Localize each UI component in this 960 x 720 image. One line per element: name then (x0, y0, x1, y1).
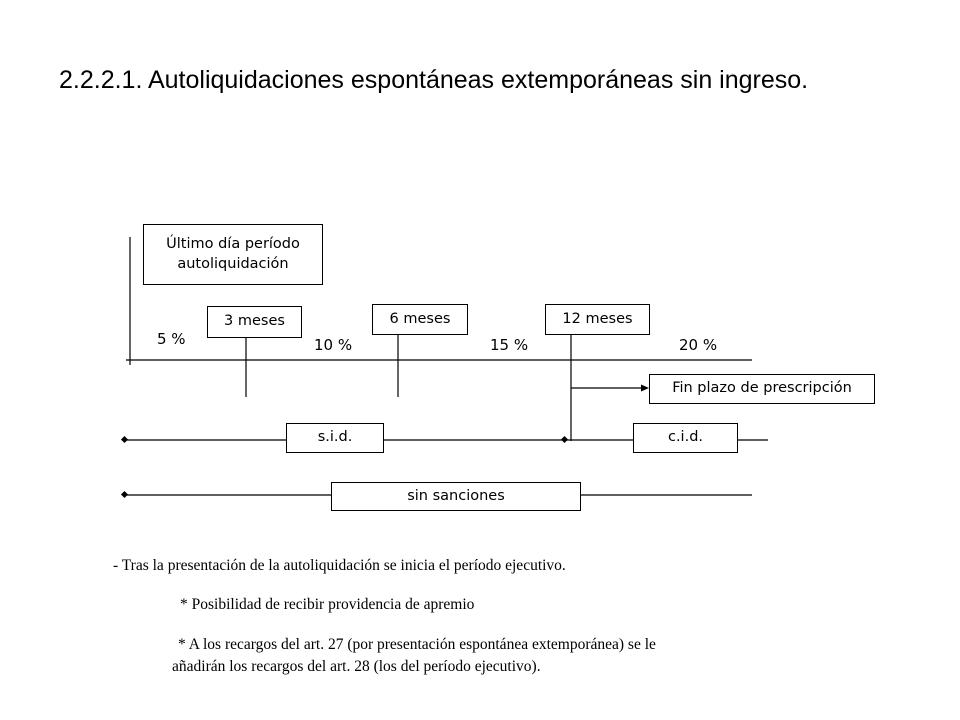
fin-plazo-prescripcion-box: Fin plazo de prescripción (649, 374, 875, 404)
cid-box: c.i.d. (633, 423, 738, 453)
sid-start-marker (120, 435, 129, 444)
sin-sanciones-start-marker (120, 490, 129, 499)
sin-sanciones-box: sin sanciones (331, 482, 581, 511)
note-providencia-apremio: * Posibilidad de recibir providencia de … (180, 596, 475, 613)
page-title: 2.2.2.1. Autoliquidaciones espontáneas e… (59, 66, 809, 94)
percent-10: 10 % (314, 336, 353, 354)
prescription-arrow-head (641, 384, 649, 392)
percent-15: 15 % (490, 336, 529, 354)
note-recargos-art27: * A los recargos del art. 27 (por presen… (178, 636, 656, 653)
percent-5: 5 % (157, 330, 186, 348)
marker-12-meses: 12 meses (545, 304, 650, 335)
cid-start-marker (560, 435, 569, 444)
marker-6-meses: 6 meses (372, 304, 468, 335)
percent-20: 20 % (679, 336, 718, 354)
note-recargos-art28: añadirán los recargos del art. 28 (los d… (172, 658, 541, 675)
start-period-box: Último día período autoliquidación (143, 224, 323, 285)
start-period-label-line1: Último día período (166, 235, 300, 252)
start-period-label-line2: autoliquidación (177, 255, 289, 272)
sid-box: s.i.d. (286, 423, 384, 453)
note-periodo-ejecutivo: - Tras la presentación de la autoliquida… (113, 557, 566, 574)
marker-3-meses: 3 meses (207, 306, 302, 338)
